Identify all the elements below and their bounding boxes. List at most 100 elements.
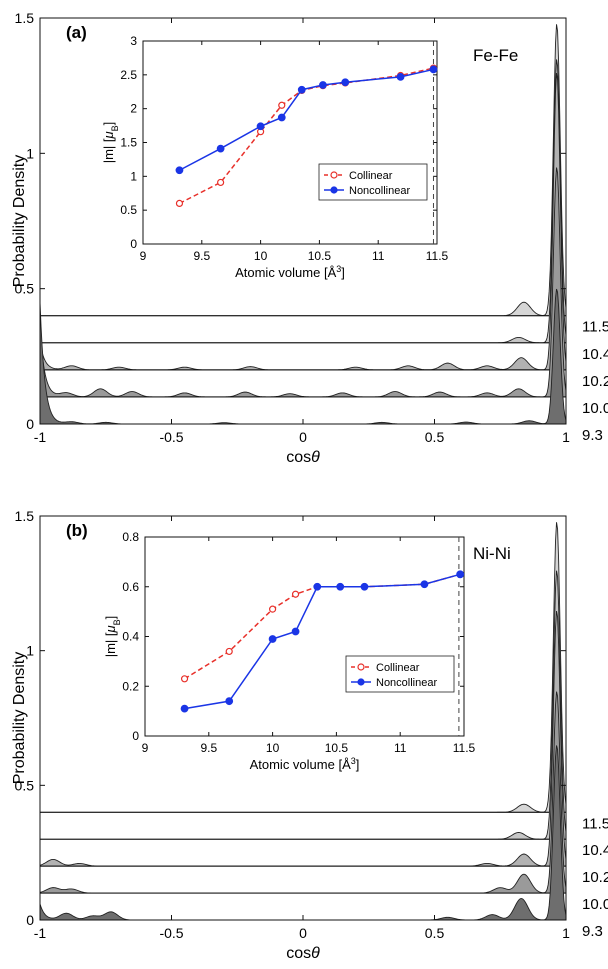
inset-y-tick-label: 1 bbox=[130, 169, 137, 183]
y-tick-label: 0.5 bbox=[15, 281, 35, 297]
x-tick-label: 1 bbox=[562, 925, 570, 941]
x-tick-label: 0.5 bbox=[425, 429, 445, 445]
panel-label: (a) bbox=[66, 23, 87, 42]
y-tick-label: 1.5 bbox=[15, 10, 35, 26]
inset-point-noncollinear bbox=[360, 582, 369, 591]
inset-x-tick-label: 11 bbox=[372, 249, 385, 263]
inset-y-tick-label: 0 bbox=[130, 237, 137, 251]
inset-y-axis-label-ylabel_close: ] bbox=[101, 122, 116, 126]
inset-point-noncollinear bbox=[456, 570, 465, 579]
x-axis-label: cosθ bbox=[286, 945, 320, 962]
y-tick-label: 0 bbox=[26, 416, 34, 432]
inset-point-noncollinear bbox=[313, 582, 322, 591]
inset-point-collinear bbox=[180, 675, 189, 683]
panel-0: 11.510.410.210.09.3-1 -0.5 0 0.5 100.511.5co… bbox=[11, 10, 608, 466]
x-tick-label: 0.5 bbox=[425, 925, 445, 941]
inset-x-tick-label: 9.5 bbox=[200, 741, 217, 755]
inset-y-axis-label-ylabel_close: ] bbox=[103, 616, 118, 620]
inset-y-tick-label: 0.5 bbox=[120, 203, 137, 217]
y-tick-label: 0.5 bbox=[15, 777, 35, 793]
inset-x-axis-label: Atomic volume [Å3] bbox=[250, 756, 360, 772]
inset-x-axis-label: Atomic volume [Å3] bbox=[235, 264, 345, 280]
inset-y-axis-label: |m| [μB] bbox=[101, 122, 120, 164]
inset-x-tick-label: 10.5 bbox=[308, 249, 332, 263]
inset-point-noncollinear bbox=[420, 580, 429, 589]
inset-x-axis-label-xlabel_exp: 3 bbox=[336, 264, 341, 274]
series-label-10.4: 10.4 bbox=[582, 346, 608, 363]
inset-point-noncollinear bbox=[396, 72, 405, 81]
legend-entry-collinear: Collinear bbox=[376, 662, 420, 674]
inset-y-tick-label: 1.5 bbox=[120, 136, 137, 150]
y-tick-label: 0 bbox=[26, 912, 34, 928]
x-tick-label: -1 bbox=[34, 925, 47, 941]
series-label-11.5: 11.5 bbox=[582, 815, 608, 832]
x-axis-label-symbol: θ bbox=[311, 449, 320, 466]
inset-point-noncollinear bbox=[180, 704, 189, 713]
legend-marker-noncollinear bbox=[330, 186, 338, 194]
legend-entry-noncollinear: Noncollinear bbox=[349, 185, 410, 197]
panel-label: (b) bbox=[66, 521, 88, 540]
inset-x-axis-label-xlabel_close: ] bbox=[341, 265, 345, 280]
inset-x-tick-label: 9 bbox=[142, 741, 149, 755]
inset-point-noncollinear bbox=[268, 635, 277, 643]
inset-y-axis-label-ylabel: |m| [ bbox=[103, 632, 118, 657]
inset-point-noncollinear bbox=[336, 582, 345, 591]
inset-point-collinear bbox=[278, 101, 286, 109]
series-label-9.3: 9.3 bbox=[582, 427, 603, 444]
x-tick-label: 0 bbox=[299, 429, 307, 445]
inset-y-tick-label: 3 bbox=[130, 34, 137, 48]
panel-annotation: Ni-Ni bbox=[473, 544, 511, 563]
inset-point-noncollinear bbox=[175, 166, 184, 175]
inset-x-tick-label: 10 bbox=[266, 741, 280, 755]
legend-marker-noncollinear bbox=[357, 678, 365, 686]
inset-x-tick-label: 10.5 bbox=[325, 741, 349, 755]
inset-point-noncollinear bbox=[225, 697, 234, 706]
y-tick-label: 1.5 bbox=[15, 508, 35, 524]
inset-chart: 9 9.5 10 10.5 11 11.5 0 0.2 0.4 0.6 0.8 Collinear No… bbox=[103, 530, 476, 772]
series-label-9.3: 9.3 bbox=[582, 923, 603, 940]
inset-point-collinear bbox=[269, 605, 277, 613]
inset-chart: 9 9.5 10 10.5 11 11.500.511.522.53CollinearNo… bbox=[101, 34, 449, 280]
inset-x-axis-label-xlabel_unit: Å bbox=[328, 265, 337, 280]
inset-frame bbox=[144, 536, 465, 737]
series-label-10.2: 10.2 bbox=[582, 373, 608, 390]
x-axis-label-symbol: θ bbox=[311, 945, 320, 962]
legend-entry-collinear: Collinear bbox=[349, 170, 393, 182]
inset-x-tick-label: 11.5 bbox=[426, 249, 449, 263]
x-tick-label: -0.5 bbox=[159, 925, 183, 941]
legend-entry-noncollinear: Noncollinear bbox=[376, 677, 437, 689]
inset-point-noncollinear bbox=[297, 85, 306, 94]
y-tick-label: 1 bbox=[26, 145, 34, 161]
series-label-10.2: 10.2 bbox=[582, 869, 608, 886]
inset-legend bbox=[318, 163, 428, 201]
inset-x-tick-label: 9 bbox=[140, 249, 147, 263]
x-axis-label-text: cos bbox=[286, 945, 311, 962]
inset-y-axis-label-ylabel_sub: B bbox=[112, 619, 122, 625]
inset-legend bbox=[345, 655, 455, 693]
inset-x-tick-label: 11 bbox=[394, 741, 407, 755]
panel-1: 11.510.410.210.09.3-1 -0.5 0 0.5 100.511.5co… bbox=[11, 508, 608, 962]
x-tick-label: -1 bbox=[34, 429, 47, 445]
series-label-10.0: 10.0 bbox=[582, 896, 608, 913]
y-axis-label: Probability Density bbox=[11, 652, 28, 785]
inset-point-collinear bbox=[291, 590, 300, 598]
inset-x-tick-label: 9.5 bbox=[193, 249, 210, 263]
inset-point-noncollinear bbox=[277, 113, 286, 122]
inset-x-axis-label-xlabel: Atomic volume [ bbox=[250, 757, 343, 772]
inset-x-axis-label-xlabel_exp: 3 bbox=[351, 756, 356, 766]
x-tick-label: 1 bbox=[562, 429, 570, 445]
x-axis-label-text: cos bbox=[286, 449, 311, 466]
inset-y-axis-label: |m| [μB] bbox=[103, 616, 122, 658]
inset-x-tick-label: 11.5 bbox=[453, 741, 476, 755]
inset-y-tick-label: 0.8 bbox=[122, 530, 139, 544]
inset-point-collinear bbox=[225, 647, 233, 656]
inset-y-tick-label: 0.6 bbox=[122, 580, 139, 594]
inset-point-noncollinear bbox=[256, 122, 265, 131]
inset-point-noncollinear bbox=[341, 78, 350, 87]
inset-x-axis-label-xlabel: Atomic volume [ bbox=[235, 265, 328, 280]
panel-annotation: Fe-Fe bbox=[473, 46, 518, 65]
density-series-9.3 bbox=[39, 288, 567, 425]
inset-frame bbox=[142, 40, 438, 245]
inset-point-noncollinear bbox=[291, 627, 300, 636]
inset-x-axis-label-xlabel_close: ] bbox=[356, 757, 360, 772]
